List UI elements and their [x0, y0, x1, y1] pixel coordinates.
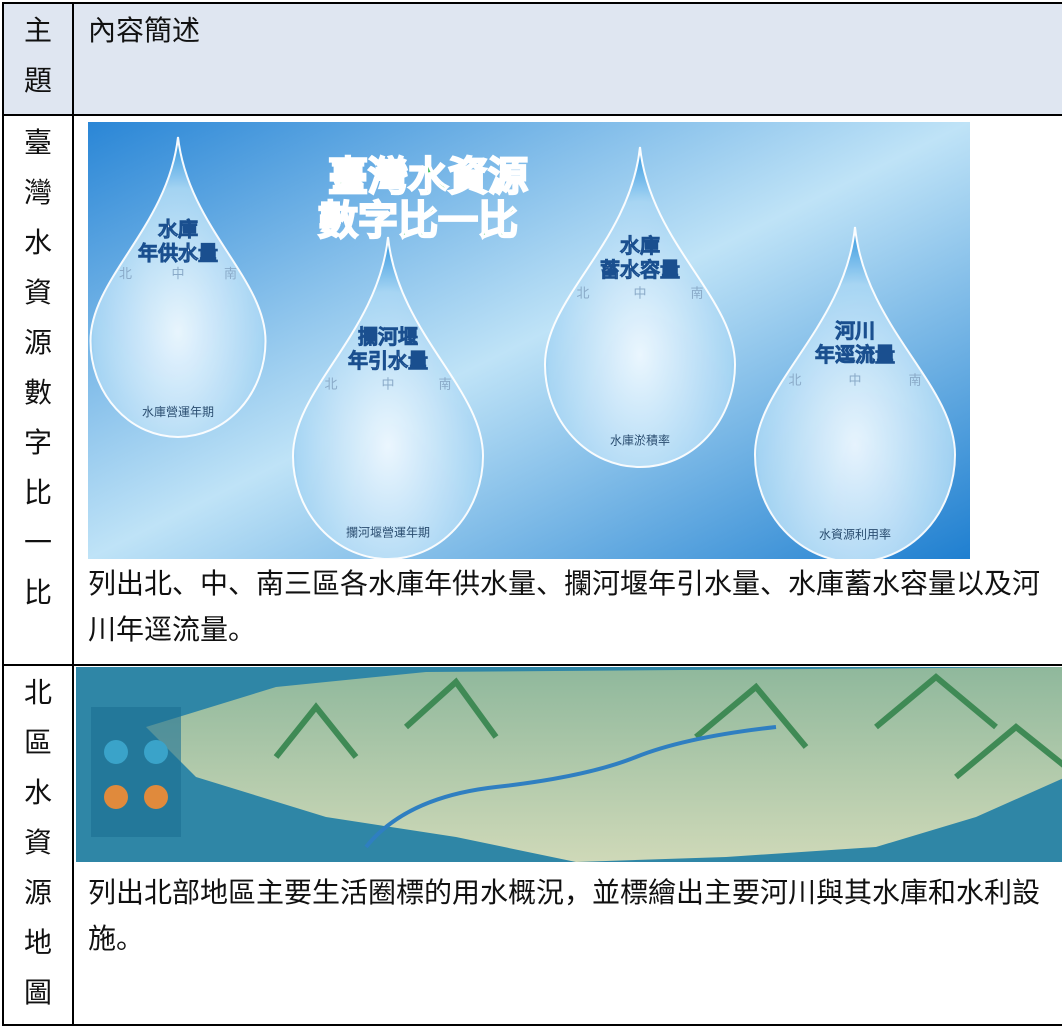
infographic-title: 數字比一比 [318, 198, 518, 244]
river [364, 725, 777, 849]
drop-footer: 水資源利用率 [819, 527, 891, 542]
drop-title: 水庫 [620, 234, 660, 258]
drop-title: 蓄水容量 [600, 258, 680, 282]
region-label: 南 [908, 372, 921, 388]
header-subject-cell: 主題 [2, 2, 74, 116]
header-row: 主題 內容簡述 [2, 2, 1062, 116]
legend-panel [91, 707, 181, 837]
row: 臺灣水資源數字比一比 水庫 年供水量北中南水庫營運年期 攔河堰 年引水量北中南攔河堰營… [2, 114, 1062, 666]
chart-icon [104, 785, 128, 809]
subject-cell: 北區水資源地圖 [2, 664, 74, 1026]
water-drop [543, 146, 737, 468]
row: 北區水資源地圖 列出北部地區主要生活圈標的用水概況，並標繪出主要河川與其水庫和水… [2, 664, 1062, 1026]
drop-footer: 水庫營運年期 [142, 405, 214, 419]
description: 列出北、中、南三區各水庫年供水量、攔河堰年引水量、水庫蓄水容量以及河川年逕流量。 [88, 567, 1041, 646]
region-label: 北 [324, 377, 337, 392]
description: 列出北部地區主要生活圈標的用水概況，並標繪出主要河川與其水庫和水利設施。 [88, 876, 1041, 955]
mountains [273, 673, 1062, 780]
region-label: 南 [224, 266, 237, 282]
region-label: 南 [438, 376, 451, 392]
drop-footer: 水庫淤積率 [610, 433, 670, 448]
chart-icon [104, 740, 128, 764]
drop-title: 水庫 [158, 217, 198, 241]
infographic-title: 臺灣水資源 [328, 154, 528, 200]
region-label: 北 [119, 267, 132, 282]
water-drop [89, 136, 267, 438]
water-drop [753, 226, 957, 559]
row-subject: 臺灣水資源數字比一比 [23, 126, 52, 609]
chart-icon [144, 785, 168, 809]
row-subject: 北區水資源地圖 [23, 676, 52, 1009]
content-cell: 列出北部地區主要生活圈標的用水概況，並標繪出主要河川與其水庫和水利設施。 [72, 664, 1062, 1026]
land [146, 667, 1062, 862]
header-summary: 內容簡述 [72, 2, 1062, 116]
drop-title: 河川 [835, 319, 875, 343]
drop-title: 年供水量 [138, 241, 218, 265]
region-label: 中 [381, 377, 394, 392]
drop-title: 攔河堰 [358, 324, 418, 348]
region-label: 中 [171, 267, 184, 282]
map-image [76, 667, 1062, 862]
subject-cell: 臺灣水資源數字比一比 [2, 114, 74, 666]
region-label: 中 [848, 373, 861, 388]
chart-icon [144, 740, 168, 764]
water-drop [291, 236, 485, 559]
drop-footer: 攔河堰營運年期 [346, 524, 430, 539]
header-subject: 主題 [23, 14, 52, 97]
drop-title: 年逕流量 [815, 343, 895, 367]
drop-title: 年引水量 [348, 348, 428, 372]
infographic-image: 水庫年供水量北中南水庫營運年期攔河堰年引水量北中南攔河堰營運年期水庫蓄水容量北中… [88, 122, 970, 559]
content-cell: 水庫 年供水量北中南水庫營運年期 攔河堰 年引水量北中南攔河堰營運年期 水庫 蓄水容量北中… [72, 114, 1062, 666]
region-label: 南 [690, 285, 703, 301]
region-label: 北 [788, 373, 801, 388]
region-label: 中 [633, 286, 646, 301]
region-label: 北 [576, 286, 589, 301]
